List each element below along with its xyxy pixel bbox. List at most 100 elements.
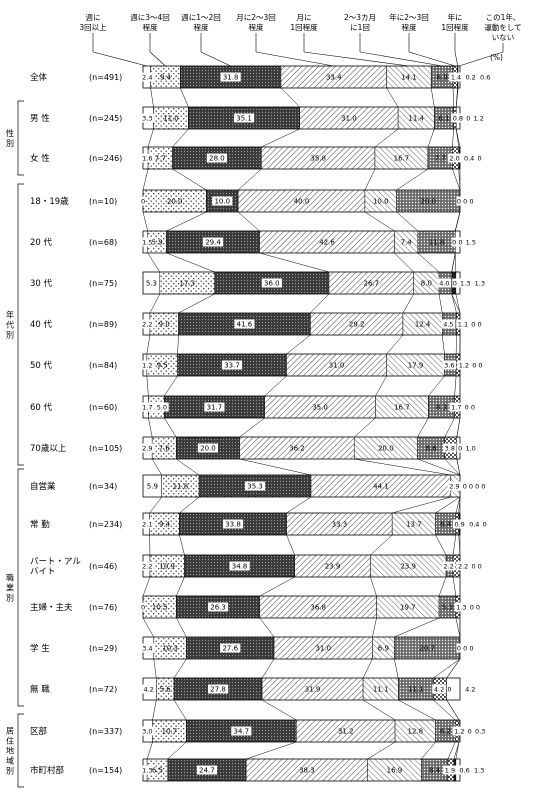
value-label-bg	[473, 278, 487, 288]
connector-line	[259, 617, 275, 638]
value-label: 1.2	[142, 362, 152, 370]
row-label: 20 代	[30, 237, 53, 248]
row-label: 50 代	[30, 360, 53, 371]
value-label: 27.6	[222, 645, 238, 653]
value-label: 0	[472, 362, 476, 370]
value-label: 0.2	[465, 74, 475, 82]
connector-line	[148, 417, 153, 438]
connector-line	[453, 741, 460, 760]
connector-line	[386, 87, 399, 108]
legend-label: 週に3～4回	[130, 13, 170, 22]
value-label: 27.8	[210, 686, 226, 694]
value-label-bg	[432, 684, 446, 694]
value-label: 28.0	[209, 155, 225, 163]
value-label: 0	[471, 563, 475, 571]
connector-line	[172, 128, 189, 148]
value-label-bg	[140, 237, 155, 247]
connector-line	[396, 168, 429, 191]
value-label-bg	[229, 561, 250, 571]
row-label: 18・19歳	[30, 196, 69, 207]
value-label: 10.3	[162, 645, 178, 653]
value-label: 1.3	[460, 280, 470, 288]
row-n-label: (n=68)	[89, 238, 117, 247]
value-label-bg	[471, 360, 477, 370]
value-label-bg	[207, 684, 229, 694]
row-label: バイト	[30, 567, 56, 577]
value-label: 19.7	[400, 604, 416, 612]
value-label: 11.1	[408, 686, 424, 694]
value-label-bg	[233, 113, 255, 123]
value-label: 0	[481, 483, 485, 491]
value-label: 1.3	[474, 767, 484, 775]
value-label: 31.9	[305, 686, 321, 694]
value-label: 1.3	[142, 767, 152, 775]
legend-label: 月に	[297, 13, 312, 22]
legend-leader	[408, 51, 456, 67]
legend-leader	[458, 51, 504, 67]
value-label-bg	[470, 402, 476, 412]
value-label: 35.0	[312, 404, 328, 412]
value-label-bg	[443, 443, 457, 453]
connector-line	[280, 87, 300, 108]
connector-line	[173, 699, 187, 721]
value-label-bg	[457, 443, 463, 453]
value-label-bg	[231, 726, 252, 736]
value-label-bg	[464, 402, 470, 412]
value-label-bg	[261, 278, 282, 288]
value-label-bg	[140, 360, 155, 370]
value-label: 0	[453, 280, 457, 288]
value-label: 16.9	[387, 767, 403, 775]
connector-line	[172, 168, 207, 191]
value-label: 0	[476, 604, 480, 612]
connector-line	[455, 87, 459, 108]
group-bracket	[17, 183, 24, 466]
value-label: 6.9	[378, 645, 389, 653]
connector-line	[146, 375, 149, 397]
connector-line	[176, 617, 187, 638]
connector-line	[149, 293, 161, 314]
value-label: 17.9	[408, 362, 424, 370]
value-label: 10.0	[214, 198, 230, 206]
connector-line	[176, 458, 200, 476]
value-label: 20.0	[200, 445, 216, 453]
value-label: 9.4	[159, 521, 171, 529]
connector-line	[259, 576, 295, 597]
value-label-bg	[452, 278, 458, 288]
connector-line	[164, 375, 178, 397]
value-label-bg	[140, 72, 155, 82]
value-label-bg	[196, 765, 218, 775]
value-label-bg	[451, 113, 465, 123]
value-label-bg	[469, 602, 475, 612]
group-label-char: 年	[6, 310, 14, 320]
legend-label: に1回	[350, 23, 370, 32]
value-label: 2.4	[142, 74, 152, 82]
value-label: 11.1	[373, 686, 389, 694]
value-label: 0	[469, 198, 473, 206]
connector-line	[394, 658, 399, 679]
value-label: 7.7	[435, 155, 446, 163]
legend-label: 程度	[402, 22, 417, 32]
value-label: 8.0	[421, 280, 432, 288]
value-label: 11.8	[173, 483, 189, 491]
group-label-char: 別	[6, 594, 14, 603]
connector-line	[237, 211, 260, 232]
value-label-bg	[473, 726, 487, 736]
row-n-label: (n=72)	[89, 685, 117, 694]
value-label-bg	[140, 196, 146, 206]
connector-line	[441, 334, 445, 355]
value-label-bg	[477, 360, 484, 370]
value-label: 33.7	[224, 362, 240, 370]
value-label: 0.6	[459, 767, 469, 775]
value-label: 10.5	[152, 604, 168, 612]
connector-line	[452, 168, 461, 191]
connector-line	[456, 417, 461, 438]
value-label-bg	[451, 237, 457, 247]
connector-line	[239, 458, 312, 476]
value-label-bg	[140, 402, 155, 412]
row-n-label: (n=34)	[89, 482, 117, 491]
value-label: 31.0	[315, 645, 331, 653]
connector-line	[166, 211, 207, 232]
connector-line	[402, 293, 414, 314]
value-label: 41.6	[237, 321, 253, 329]
connector-line	[239, 417, 265, 438]
